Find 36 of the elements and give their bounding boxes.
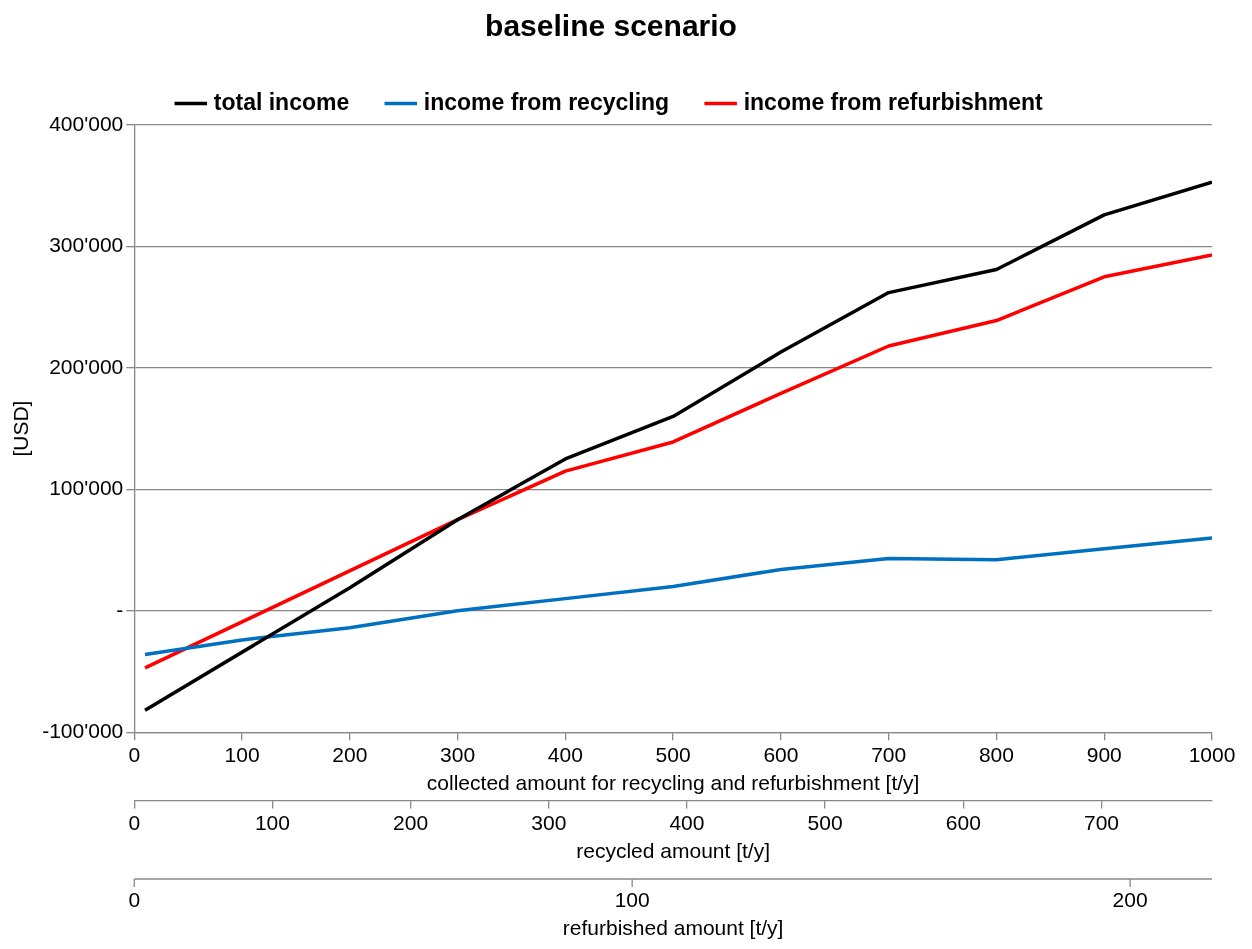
x2-tick-label: 300 [531,811,567,834]
x-axis-title: collected amount for recycling and refurbishment [t/y] [426,770,920,794]
y-tick-label: 200'000 [49,354,124,378]
x-tick-label: 100 [224,742,260,766]
x-tick-label: 0 [128,742,141,766]
x2-tick-label: 700 [1083,811,1119,834]
x-tick-label: 200 [332,742,368,766]
chart-title: baseline scenario [485,9,737,43]
x-tick-label: 700 [871,742,907,766]
x2-tick-label: 200 [393,811,429,834]
text: 0 [128,888,141,912]
legend-label: total income [213,88,350,115]
legend-label: income from refurbishment [743,88,1044,115]
x2-tick-label: 100 [254,811,290,834]
y-tick-label: -100'000 [42,719,124,742]
y-axis-title: [USD] [9,400,33,457]
x2-tick-label: 600 [945,811,981,834]
x-tick-label: 1000 [1188,742,1236,766]
x2-axis-title: recycled amount [t/y] [576,839,771,863]
x-tick-label: 900 [1086,742,1122,766]
text: 100 [614,888,650,912]
x-tick-label: 800 [978,742,1014,766]
x-tick-label: 600 [763,742,799,766]
y-tick-label: 100'000 [49,476,124,500]
text: refurbished amount [t/y] [562,916,784,940]
legend-label: income from recycling [423,88,670,115]
text: 200 [1112,888,1148,912]
y-tick-label: - [116,597,124,621]
y-tick-label: 400'000 [49,111,124,135]
x2-tick-label: 400 [669,811,705,834]
x-tick-label: 500 [655,742,691,766]
x-tick-label: 300 [440,742,476,766]
x-tick-label: 400 [547,742,583,766]
x2-tick-label: 500 [807,811,843,834]
x2-tick-label: 0 [128,811,141,834]
y-tick-label: 300'000 [49,233,124,257]
